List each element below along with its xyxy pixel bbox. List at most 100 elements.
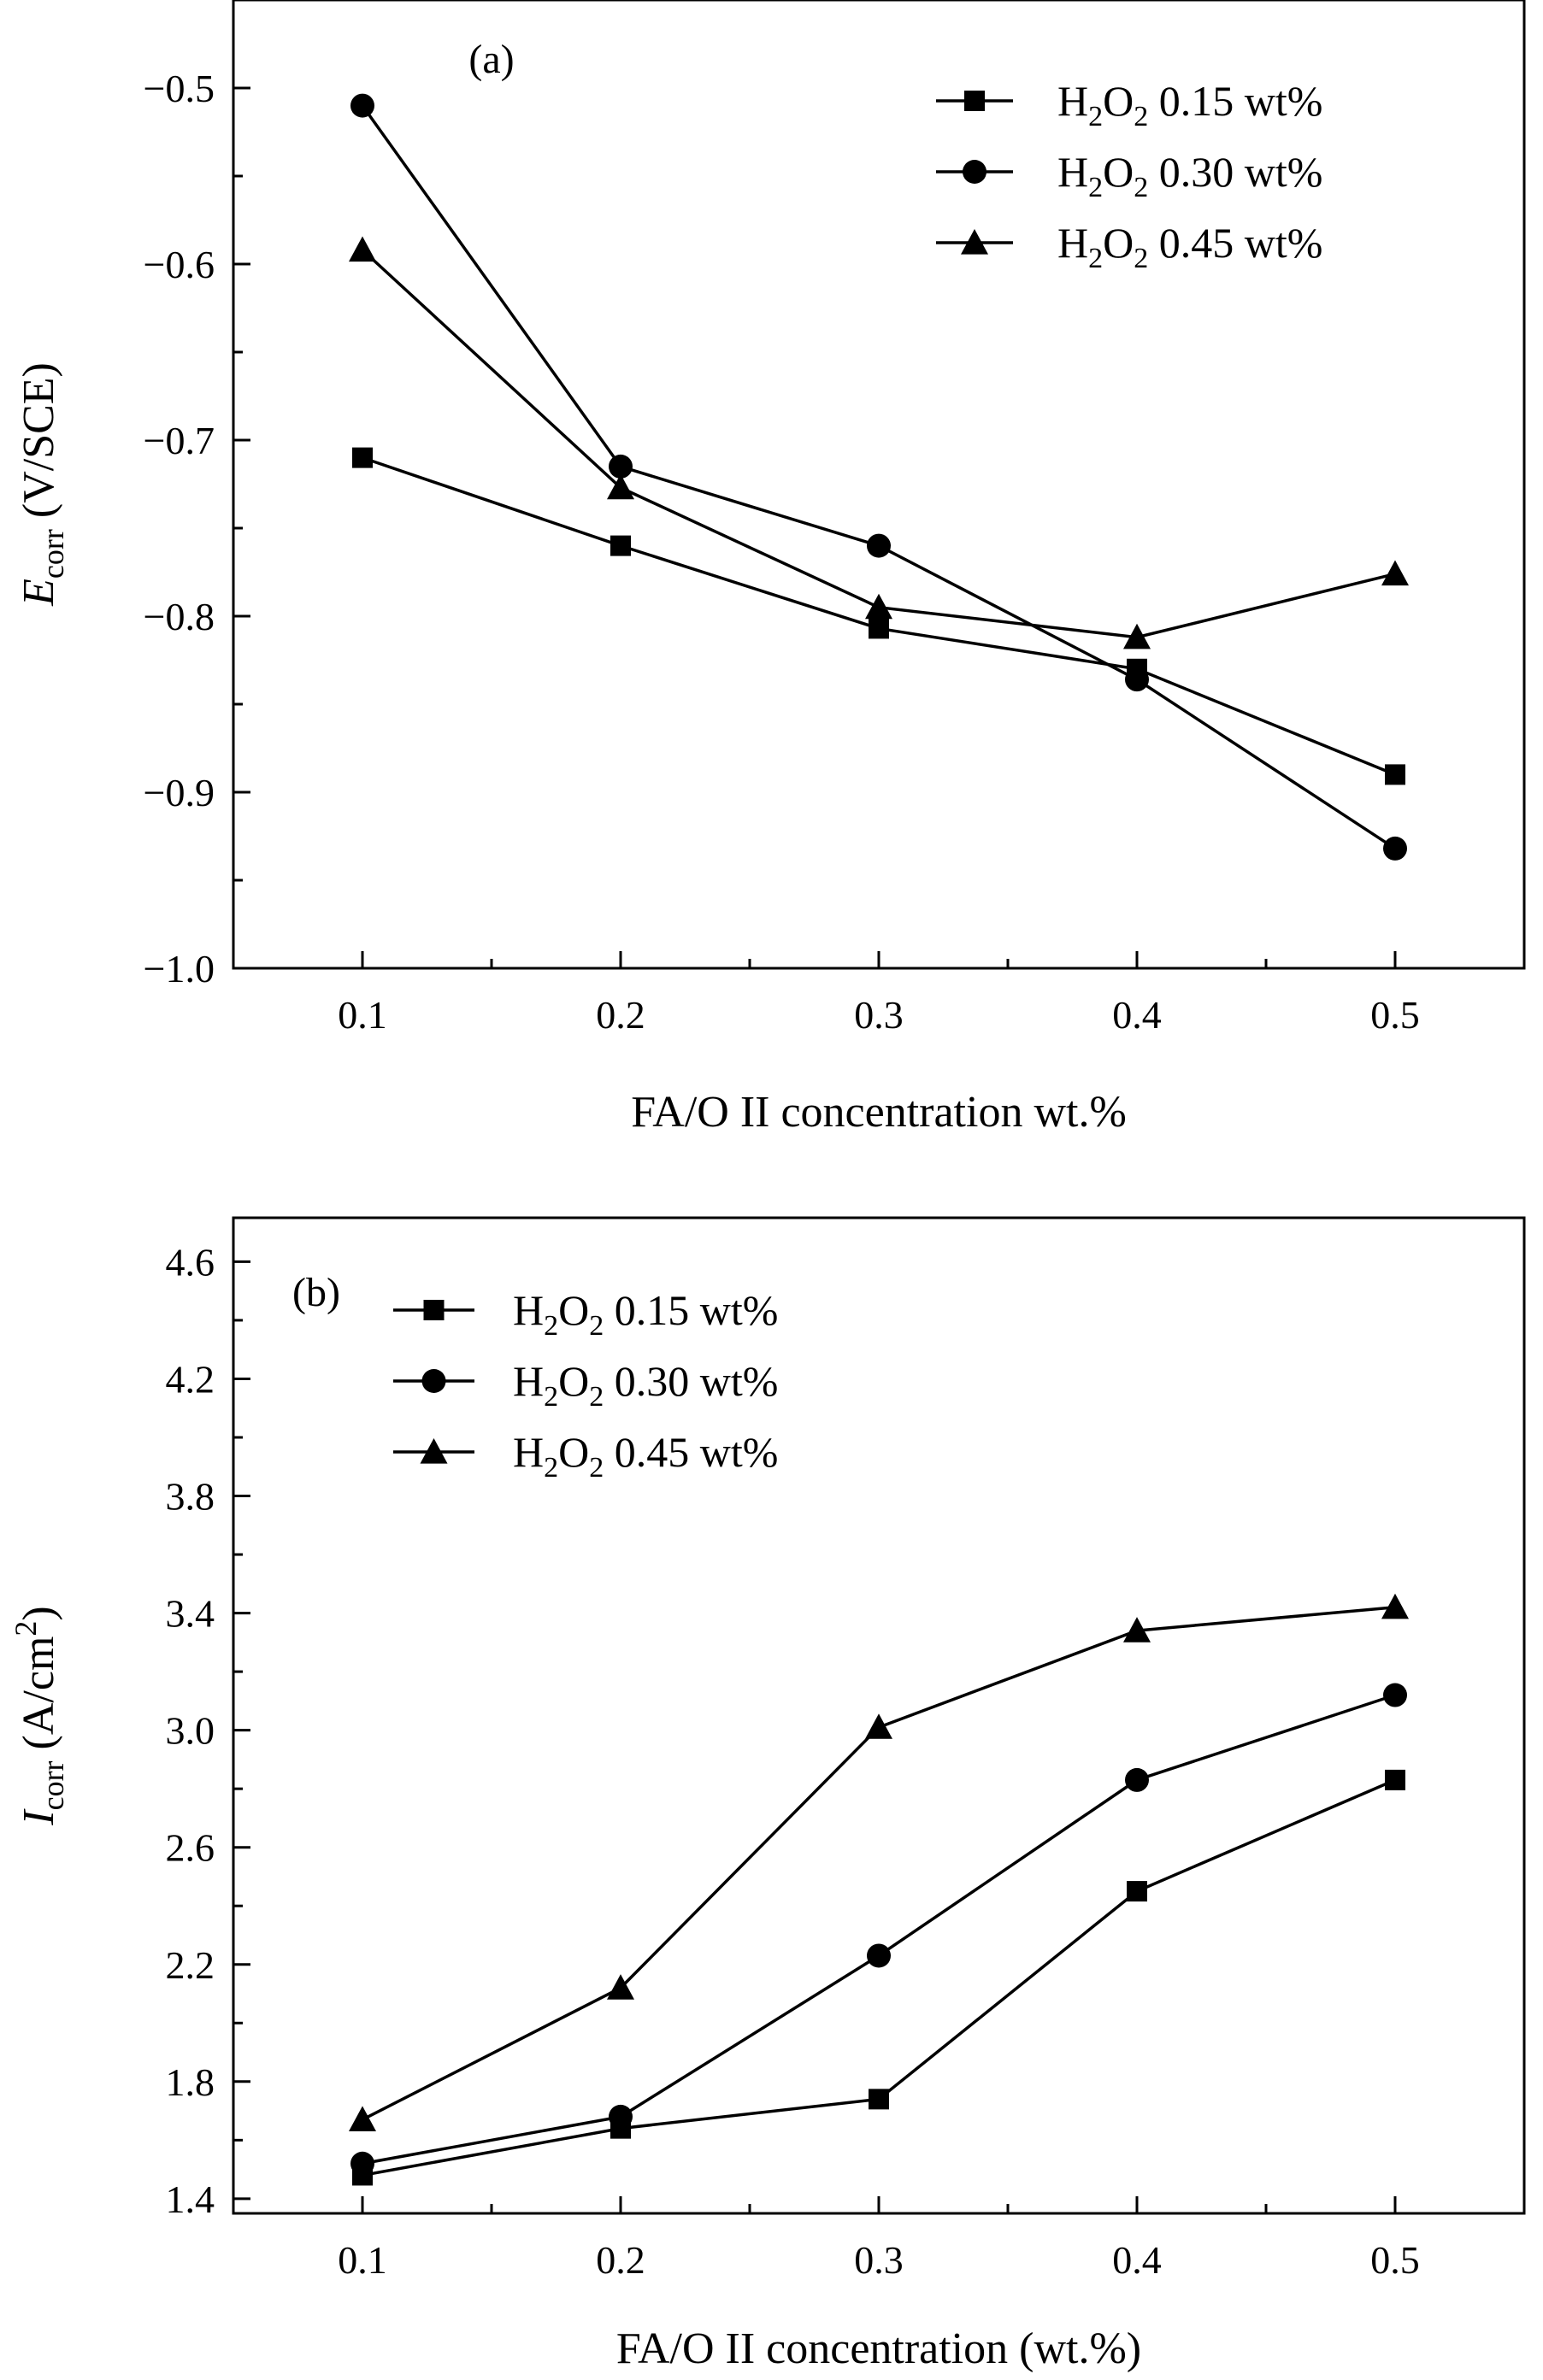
text-span: O xyxy=(558,1357,589,1405)
series-line xyxy=(362,1778,1396,2177)
y-tick-label: 4.6 xyxy=(166,1240,215,1284)
text-span: H xyxy=(513,1357,544,1405)
x-tick-label: 0.3 xyxy=(854,2238,904,2282)
text-span: 0.45 wt% xyxy=(1148,219,1322,267)
text-span: H xyxy=(1057,77,1088,125)
text-span: H xyxy=(1057,148,1088,196)
data-point xyxy=(1385,1769,1405,1790)
y-tick-label: 3.8 xyxy=(166,1475,215,1519)
legend-label: H2O2 0.30 wt% xyxy=(1057,148,1322,203)
x-axis-label: FA/O II concentration (wt.%) xyxy=(616,2324,1141,2373)
y-tick-label: 2.6 xyxy=(166,1826,215,1870)
y-tick-label: −1.0 xyxy=(144,947,215,990)
text-span: 2 xyxy=(589,1452,604,1484)
data-point xyxy=(610,535,631,556)
legend-marker xyxy=(961,229,988,255)
y-axis-label: Icorr (A/cm2) xyxy=(9,1606,70,1825)
legend-label: H2O2 0.45 wt% xyxy=(513,1428,778,1484)
text-span: 2 xyxy=(1088,243,1103,274)
data-point xyxy=(1123,623,1151,649)
data-point xyxy=(609,454,633,479)
text-span: 2 xyxy=(1134,243,1148,274)
text-span: 2 xyxy=(544,1381,558,1413)
text-span: O xyxy=(558,1286,589,1334)
y-tick-label: −0.6 xyxy=(144,243,215,286)
x-tick-label: 0.4 xyxy=(1112,2238,1162,2282)
series-line xyxy=(361,249,1396,639)
y-axis-label: Ecorr (V/SCE) xyxy=(15,362,70,607)
text-span: ) xyxy=(15,1606,63,1620)
text-span: O xyxy=(1103,148,1134,196)
data-point xyxy=(350,93,374,118)
text-span: 2 xyxy=(544,1310,558,1342)
data-point xyxy=(352,447,373,468)
text-span: corr xyxy=(36,1760,70,1810)
text-span: H xyxy=(1057,219,1088,267)
legend-label: H2O2 0.45 wt% xyxy=(1057,219,1322,274)
series-line xyxy=(362,1605,1396,2121)
text-span: 2 xyxy=(1088,172,1103,203)
text-span: 0.30 wt% xyxy=(604,1357,778,1405)
text-span: 2 xyxy=(1134,172,1148,203)
text-span: 0.45 wt% xyxy=(604,1428,778,1476)
legend-label: H2O2 0.15 wt% xyxy=(1057,77,1322,132)
panel-label: (b) xyxy=(292,1270,340,1315)
legend: H2O2 0.15 wt%H2O2 0.30 wt%H2O2 0.45 wt% xyxy=(393,1286,778,1484)
data-point xyxy=(1383,1683,1407,1707)
data-point xyxy=(1125,1767,1149,1792)
x-tick-label: 0.1 xyxy=(338,993,387,1037)
x-tick-label: 0.1 xyxy=(338,2238,387,2282)
text-span: (V/SCE) xyxy=(15,362,63,529)
data-point xyxy=(865,593,892,620)
text-span: 0.15 wt% xyxy=(1148,77,1322,125)
data-point xyxy=(1123,1617,1151,1642)
text-span: 2 xyxy=(1088,101,1103,132)
legend: H2O2 0.15 wt%H2O2 0.30 wt%H2O2 0.45 wt% xyxy=(936,77,1322,274)
data-point xyxy=(1125,667,1149,692)
legend-label: H2O2 0.15 wt% xyxy=(513,1286,778,1342)
legend-marker xyxy=(421,1369,446,1393)
y-tick-label: 3.0 xyxy=(166,1709,215,1753)
text-span: 2 xyxy=(1134,101,1148,132)
text-span: O xyxy=(558,1428,589,1476)
x-axis-label: FA/O II concentration wt.% xyxy=(631,1088,1127,1137)
data-point xyxy=(1381,560,1409,586)
data-point xyxy=(607,1974,634,2000)
data-point xyxy=(1383,836,1407,861)
text-span: 2 xyxy=(9,1621,43,1637)
text-span: 2 xyxy=(589,1310,604,1342)
data-point xyxy=(865,1713,892,1739)
y-tick-label: −0.7 xyxy=(144,419,215,462)
text-span: corr xyxy=(36,529,70,579)
plot-frame xyxy=(232,0,1526,970)
data-point xyxy=(607,473,634,500)
y-tick-label: 1.4 xyxy=(166,2177,215,2221)
chart-panel-b: 0.1 0.2 0.3 0.4 0.5 1.4 1.8 2.2 2.6 3.0 3.4 3.8 4.2 4… xyxy=(9,1216,1526,2373)
legend-marker xyxy=(964,91,985,111)
text-span: (A/cm xyxy=(15,1637,63,1761)
legend-marker xyxy=(423,1300,445,1320)
text-span: O xyxy=(1103,77,1134,125)
data-point xyxy=(867,1943,891,1968)
text-span: 0.15 wt% xyxy=(604,1286,778,1334)
legend-item: H2O2 0.30 wt% xyxy=(936,148,1322,203)
data-point xyxy=(869,618,889,639)
legend-item: H2O2 0.15 wt% xyxy=(393,1286,778,1342)
data-point xyxy=(867,533,891,558)
text-span: 0.30 wt% xyxy=(1148,148,1322,196)
text-span: H xyxy=(513,1286,544,1334)
data-point xyxy=(349,2106,376,2131)
legend-label: H2O2 0.30 wt% xyxy=(513,1357,778,1413)
legend-item: H2O2 0.15 wt% xyxy=(936,77,1322,132)
x-tick-label: 0.2 xyxy=(596,993,645,1037)
text-span: O xyxy=(1103,219,1134,267)
y-tick-label: 4.2 xyxy=(166,1357,215,1401)
legend-marker xyxy=(420,1438,448,1464)
y-tick-label: −0.8 xyxy=(144,595,215,638)
chart-panel-a: 0.1 0.2 0.3 0.4 0.5 −1.0 −0.9 −0.8 −0.7 −0.6 −0.5 (… xyxy=(15,0,1526,1137)
data-point xyxy=(350,2151,374,2176)
data-point xyxy=(1127,1881,1147,1902)
text-span: 2 xyxy=(544,1452,558,1484)
x-tick-label: 0.2 xyxy=(596,2238,645,2282)
